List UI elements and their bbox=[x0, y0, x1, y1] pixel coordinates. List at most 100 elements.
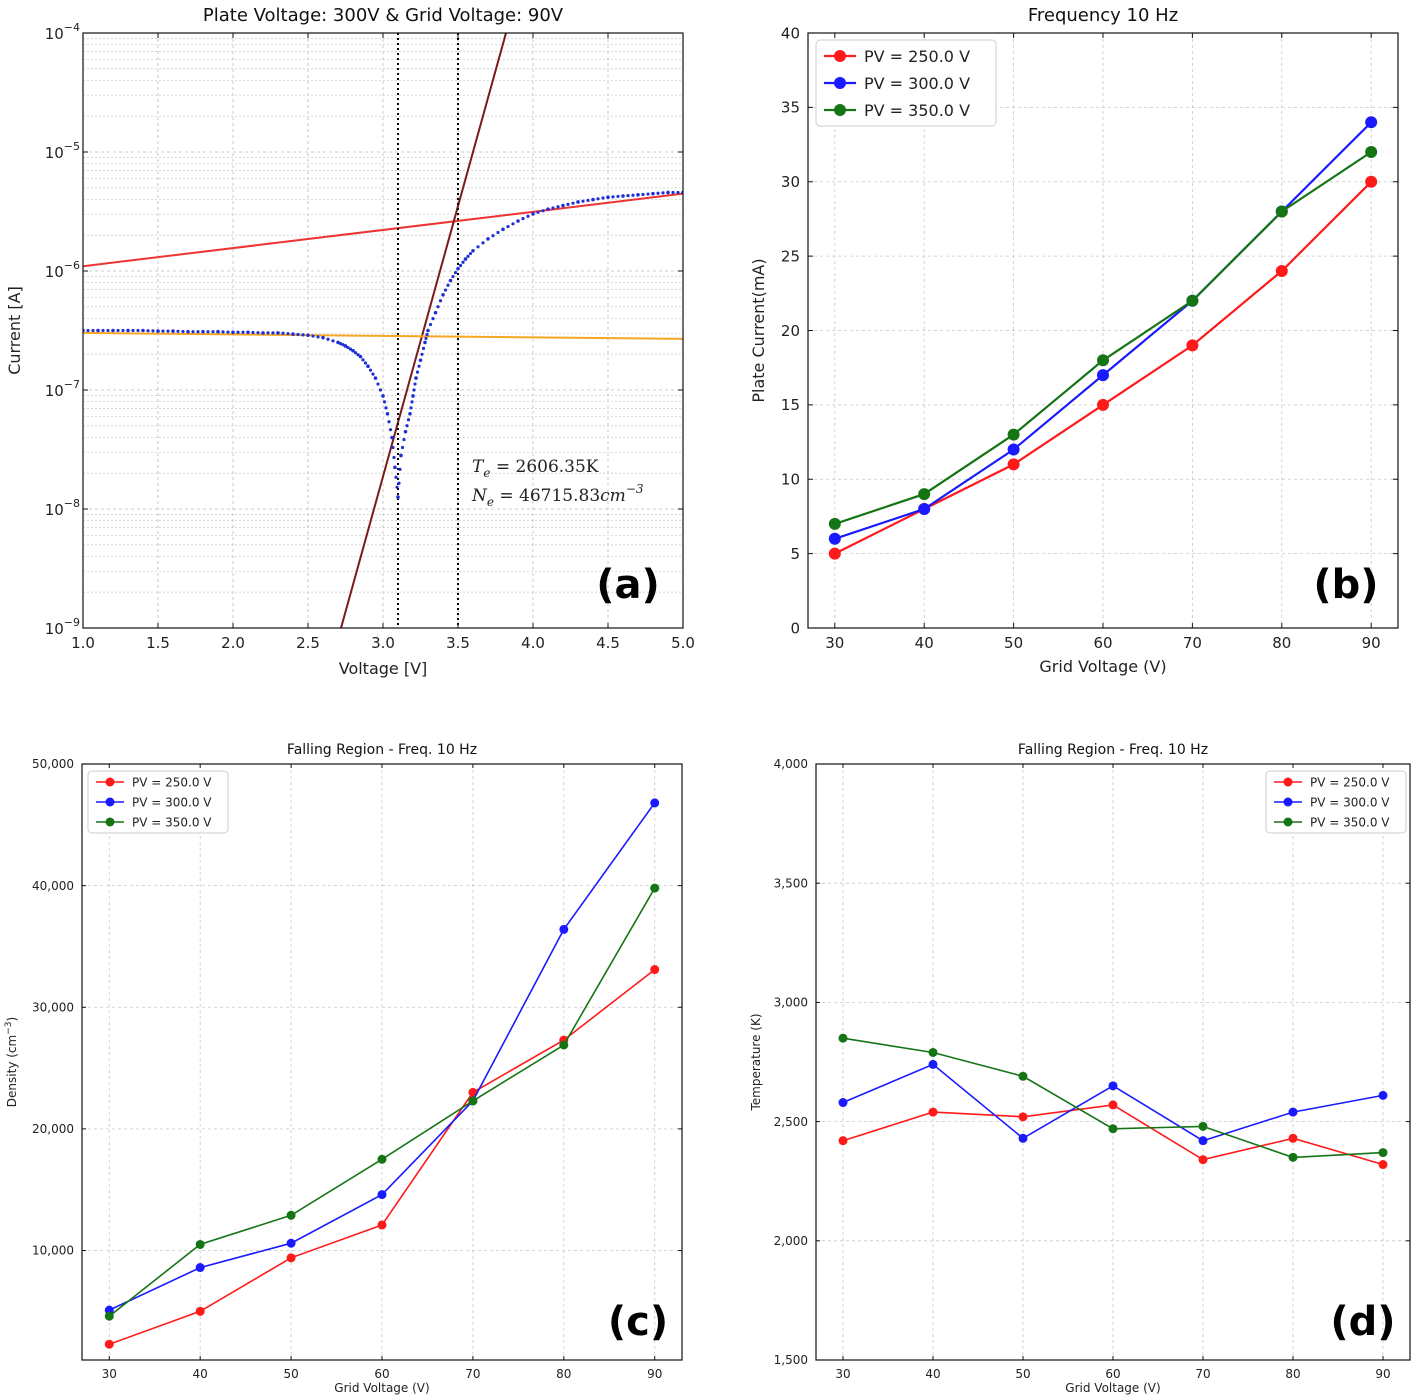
y-axis-label-close: ) bbox=[5, 1017, 19, 1022]
y-axis-label: Density (cm−3) bbox=[4, 1017, 19, 1107]
legend-entry: PV = 250.0 V bbox=[132, 775, 212, 789]
data-point bbox=[1097, 354, 1109, 367]
measured-point bbox=[141, 328, 145, 333]
measured-point bbox=[411, 394, 415, 398]
measured-point bbox=[443, 288, 448, 292]
data-point bbox=[1018, 1112, 1028, 1122]
measured-point bbox=[348, 347, 353, 351]
fit-line-2 bbox=[83, 331, 683, 340]
x-tick-label: 70 bbox=[465, 1367, 480, 1381]
measured-point bbox=[415, 370, 420, 374]
data-point bbox=[1108, 1100, 1118, 1110]
annotation-te: Te = 2606.35K bbox=[472, 457, 599, 480]
measured-point bbox=[161, 329, 165, 333]
measured-point bbox=[581, 199, 585, 203]
legend-entry: PV = 250.0 V bbox=[864, 47, 970, 66]
data-point bbox=[1186, 294, 1199, 307]
measured-point bbox=[491, 234, 495, 238]
x-tick-label: 50 bbox=[283, 1367, 298, 1381]
measured-point bbox=[468, 251, 473, 256]
data-point bbox=[1097, 369, 1109, 382]
measured-point bbox=[405, 424, 409, 428]
x-tick-label: 80 bbox=[1272, 634, 1291, 652]
x-tick-label: 80 bbox=[556, 1367, 571, 1381]
measured-point bbox=[408, 412, 412, 416]
fit-line-1 bbox=[340, 33, 507, 628]
measured-point bbox=[621, 194, 625, 198]
measured-point bbox=[376, 382, 380, 386]
chart-title: Plate Voltage: 300V & Grid Voltage: 90V bbox=[203, 5, 564, 26]
measured-point bbox=[111, 328, 115, 333]
legend-entry: PV = 250.0 V bbox=[1310, 775, 1390, 789]
measured-point bbox=[671, 190, 675, 195]
measured-point bbox=[301, 333, 305, 337]
data-point bbox=[828, 547, 841, 560]
measured-point bbox=[281, 331, 285, 335]
annotation-te-val: = 2606.35K bbox=[490, 457, 598, 477]
y-tick-label: 3,500 bbox=[774, 876, 808, 890]
legend-entry: PV = 300.0 V bbox=[864, 74, 970, 93]
measured-point bbox=[409, 406, 413, 410]
data-point bbox=[650, 965, 660, 975]
legend-entry: PV = 350.0 V bbox=[132, 815, 212, 829]
y-tick-label: 10−8 bbox=[45, 497, 80, 519]
plot-area-a bbox=[83, 33, 683, 628]
legend-swatch-marker bbox=[834, 50, 846, 62]
measured-point bbox=[571, 201, 575, 205]
measured-point bbox=[101, 328, 105, 333]
y-axis-label: Temperature (K) bbox=[749, 1013, 763, 1111]
x-tick-label: 4.0 bbox=[521, 634, 545, 652]
measured-point bbox=[326, 337, 330, 341]
y-tick-exponent: −7 bbox=[64, 378, 80, 391]
measured-point bbox=[461, 260, 465, 264]
measured-point bbox=[616, 194, 620, 199]
measured-point bbox=[403, 429, 408, 434]
measured-point bbox=[136, 328, 140, 333]
data-point bbox=[104, 1339, 114, 1349]
legend-swatch-marker bbox=[105, 817, 115, 827]
measured-point bbox=[631, 193, 635, 197]
measured-point bbox=[506, 224, 510, 229]
x-tick-label: 2.5 bbox=[296, 634, 320, 652]
measured-point bbox=[611, 195, 615, 199]
legend-box bbox=[815, 39, 997, 127]
measured-point bbox=[436, 305, 440, 309]
data-point bbox=[650, 883, 660, 893]
measured-point bbox=[463, 257, 468, 261]
data-point bbox=[377, 1154, 387, 1164]
y-tick-base: 10 bbox=[45, 25, 64, 43]
y-tick-exponent: −4 bbox=[64, 21, 80, 34]
y-tick-label: 40,000 bbox=[32, 879, 74, 893]
data-point bbox=[468, 1096, 478, 1106]
measured-point bbox=[636, 193, 640, 197]
annotation-te-sub: e bbox=[483, 466, 490, 480]
x-tick-label: 90 bbox=[647, 1367, 662, 1381]
measured-point bbox=[576, 200, 580, 204]
panel-a: 1.0 1.5 2.0 2.5 3.0 3.5 4.0 4.5 5.010−910−810−71… bbox=[5, 5, 695, 678]
data-point bbox=[1378, 1160, 1388, 1170]
data-point bbox=[928, 1059, 938, 1069]
measured-point bbox=[651, 191, 655, 196]
y-tick-exponent: −6 bbox=[64, 259, 80, 272]
annotation-ne-val: = 46715.83 bbox=[494, 486, 600, 506]
measured-point bbox=[391, 445, 395, 450]
legend-swatch-marker bbox=[105, 797, 115, 807]
measured-point bbox=[246, 330, 250, 335]
annotation-ne-sym: N bbox=[471, 486, 488, 506]
measured-point bbox=[591, 197, 595, 202]
annotation-ne-unit: cm bbox=[600, 486, 626, 506]
legend-swatch-marker bbox=[1283, 797, 1293, 807]
y-tick-base: 10 bbox=[45, 620, 64, 638]
measured-point bbox=[311, 334, 315, 338]
measured-point bbox=[596, 197, 600, 201]
panel-label: (b) bbox=[1313, 562, 1378, 608]
measured-point bbox=[466, 254, 470, 258]
measured-point bbox=[221, 330, 225, 334]
y-tick-label: 20 bbox=[781, 322, 800, 340]
data-point bbox=[1018, 1071, 1028, 1081]
measured-point bbox=[106, 328, 110, 333]
measured-point bbox=[541, 209, 545, 213]
measured-point bbox=[606, 195, 610, 200]
measured-point bbox=[516, 219, 520, 223]
measured-point bbox=[384, 406, 388, 410]
